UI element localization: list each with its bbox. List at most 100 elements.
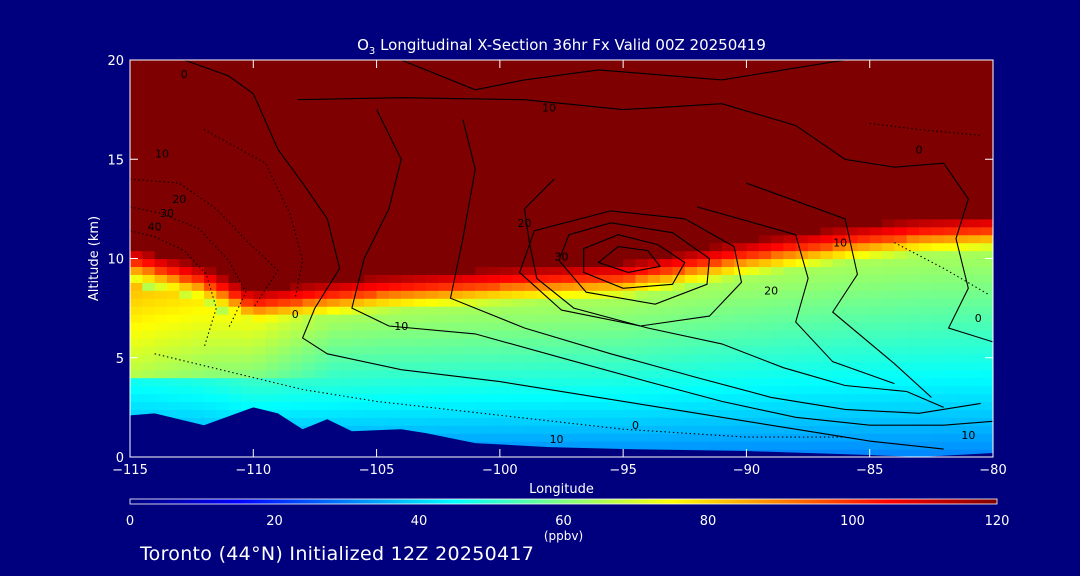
ozone-cell [968,274,982,283]
ozone-cell [154,99,168,109]
ozone-cell [450,234,464,244]
ozone-column [499,60,513,457]
ozone-cell [536,329,550,339]
ozone-cell [401,242,415,252]
ozone-cell [302,409,316,418]
ozone-cell [734,417,748,426]
ozone-cell [968,417,982,426]
ozone-cell [845,377,858,387]
ozone-cell [598,337,612,347]
ozone-cell [475,322,489,331]
ozone-cell [314,75,328,85]
ozone-cell [734,250,748,260]
ozone-cell [265,210,279,220]
ozone-cell [758,131,772,140]
ozone-cell [154,306,168,315]
ozone-cell [536,337,550,347]
ozone-cell [647,425,661,434]
ozone-cell [425,123,439,133]
ozone-cell [931,250,945,260]
ozone-cell [536,115,550,125]
ozone-cell [906,322,920,331]
ozone-cell [931,67,945,77]
title-main: O [357,36,369,54]
ozone-cell [968,83,982,93]
ozone-cell [438,298,452,307]
ozone-cell [549,314,563,323]
ozone-cell [549,139,563,148]
ozone-cell [462,369,476,379]
ozone-cell [808,282,821,291]
ozone-cell [968,179,982,188]
ozone-cell [660,242,674,252]
ozone-cell [931,155,945,164]
ozone-cell [721,266,735,275]
ozone-cell [351,179,365,188]
ozone-cell [425,75,439,85]
ozone-cell [561,290,575,299]
ozone-cell [956,298,969,307]
ozone-cell [277,337,291,347]
ozone-cell [943,91,957,101]
ozone-cell [130,290,143,299]
ozone-cell [882,353,895,363]
ozone-cell [894,91,908,101]
ozone-cell [894,60,908,61]
ozone-cell [882,266,895,275]
ozone-cell [401,329,415,339]
ozone-cell [623,99,637,109]
ozone-cell [203,226,217,236]
ozone-cell [388,353,402,363]
ozone-cell [512,171,526,180]
ozone-cell [857,274,871,283]
ozone-cell [154,266,168,275]
ozone-cell [240,290,254,299]
ozone-cell [290,210,304,220]
ozone-cell [758,218,772,228]
ozone-cell [635,226,649,236]
ozone-cell [388,361,402,371]
ozone-cell [598,385,612,395]
ozone-cell [635,290,649,299]
ozone-cell [660,75,674,85]
ozone-cell [734,187,748,196]
ozone-cell [980,393,993,403]
ozone-cell [290,155,304,164]
ozone-cell [943,107,957,117]
ozone-cell [783,60,797,69]
ozone-cell [154,139,168,148]
ozone-cell [832,99,846,109]
terrain-shape [130,407,993,457]
ozone-cell [857,377,871,387]
ozone-cell [882,425,895,434]
ozone-cell [438,234,452,244]
ozone-cell [339,218,353,228]
ozone-cell [956,226,969,236]
ozone-cell [721,353,735,363]
ozone-cell [857,155,871,164]
ozone-cell [438,258,452,268]
ozone-cell [697,194,711,204]
ozone-cell [697,242,711,252]
ozone-cell [475,425,489,434]
ozone-cell [857,393,871,403]
ozone-cell [697,433,711,442]
ozone-cell [265,75,279,85]
ozone-cell [487,425,501,434]
ozone-cell [598,329,612,339]
ozone-cell [277,99,291,109]
ozone-cell [462,75,476,85]
ozone-cell [783,75,797,85]
ozone-cell [795,353,809,363]
ozone-cell [980,139,993,148]
ozone-cell [845,83,858,93]
ozone-cell [462,115,476,125]
ozone-cell [130,83,143,93]
ozone-cell [130,401,143,410]
ozone-cell [549,322,563,331]
ozone-cell [832,425,846,434]
ozone-cell [142,83,156,93]
ozone-cell [413,67,427,77]
ozone-cell [154,242,168,252]
ozone-cell [549,202,563,212]
